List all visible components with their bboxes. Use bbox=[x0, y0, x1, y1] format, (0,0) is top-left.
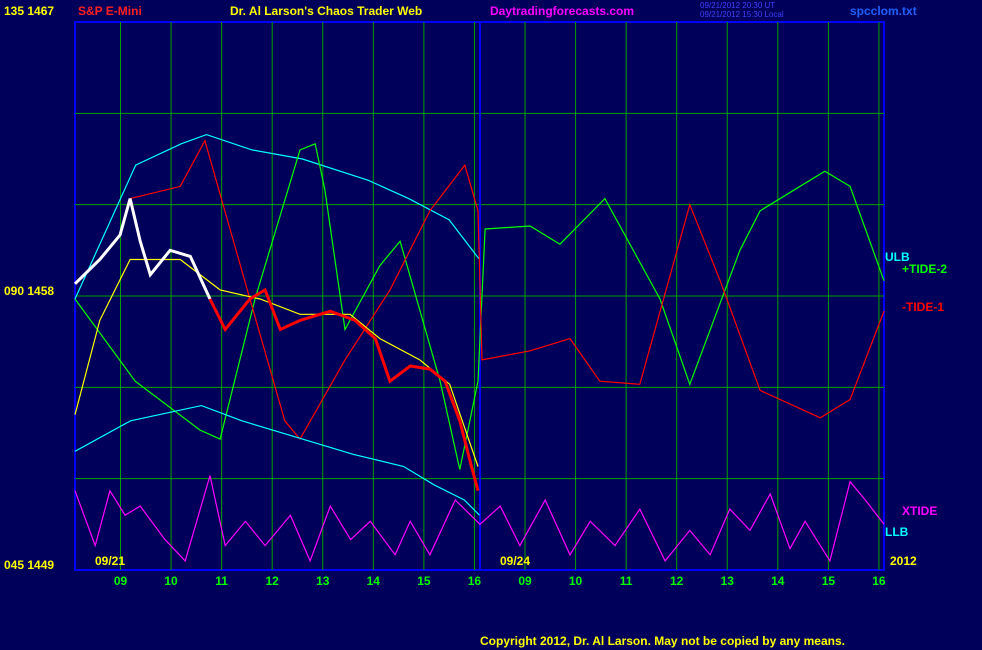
legend-label: +TIDE-2 bbox=[902, 262, 947, 276]
x-tick-label: 09 bbox=[114, 574, 128, 588]
timestamp: 09/21/2012 20:30 UT bbox=[700, 1, 775, 10]
x-tick-label: 10 bbox=[569, 574, 583, 588]
series-line bbox=[74, 404, 480, 516]
series-line bbox=[74, 258, 479, 467]
chart-title: Dr. Al Larson's Chaos Trader Web bbox=[230, 4, 422, 18]
annotation: 09/21 bbox=[95, 554, 125, 568]
x-tick-label: 13 bbox=[721, 574, 735, 588]
x-tick-label: 10 bbox=[164, 574, 178, 588]
y-tick-label: 045 1449 bbox=[4, 558, 54, 572]
y-tick-label: 135 1467 bbox=[4, 4, 54, 18]
subtitle: S&P E-Mini bbox=[78, 4, 142, 18]
legend-label: ULB bbox=[885, 250, 910, 264]
legend-label: LLB bbox=[885, 525, 909, 539]
series-line bbox=[74, 475, 885, 563]
x-tick-label: 09 bbox=[518, 574, 532, 588]
timestamp: 09/21/2012 15:30 Local bbox=[700, 10, 784, 19]
x-tick-label: 12 bbox=[266, 574, 280, 588]
copyright: Copyright 2012, Dr. Al Larson. May not b… bbox=[480, 634, 845, 648]
x-tick-label: 11 bbox=[215, 574, 228, 588]
x-tick-label: 15 bbox=[417, 574, 431, 588]
x-tick-label: 14 bbox=[367, 574, 381, 588]
series-line bbox=[208, 287, 480, 492]
series-line bbox=[129, 139, 885, 441]
x-tick-label: 12 bbox=[670, 574, 684, 588]
legend-label: XTIDE bbox=[902, 504, 937, 518]
x-tick-label: 15 bbox=[822, 574, 836, 588]
y-tick-label: 090 1458 bbox=[4, 284, 54, 298]
series-line bbox=[74, 133, 480, 300]
legend-label: -TIDE-1 bbox=[902, 300, 944, 314]
x-tick-label: 16 bbox=[468, 574, 482, 588]
x-tick-label: 14 bbox=[771, 574, 785, 588]
annotation: 09/24 bbox=[500, 554, 530, 568]
series-line bbox=[73, 198, 212, 300]
file-name: spcclom.txt bbox=[850, 4, 917, 18]
x-tick-label: 16 bbox=[872, 574, 886, 588]
x-tick-label: 13 bbox=[316, 574, 330, 588]
website: Daytradingforecasts.com bbox=[490, 4, 634, 18]
series-line bbox=[74, 142, 885, 470]
x-tick-label: 11 bbox=[620, 574, 633, 588]
annotation: 2012 bbox=[890, 554, 917, 568]
